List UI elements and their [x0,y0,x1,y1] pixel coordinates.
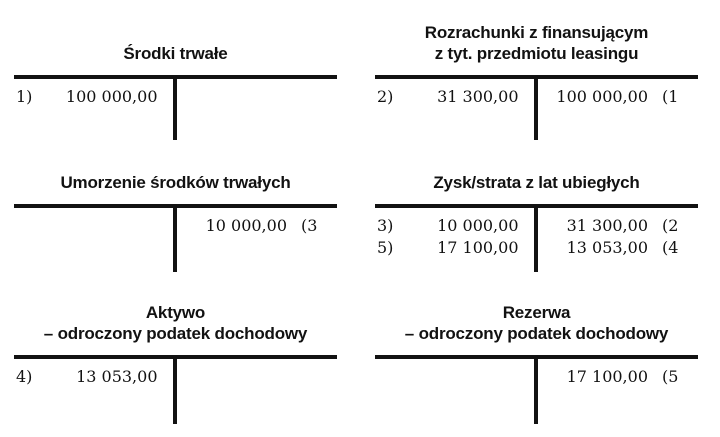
t-account-top-rule [14,355,337,359]
entry-ref: 3) [377,216,394,235]
account-title: Umorzenie środków trwałych [14,158,337,204]
ledger-entry: 5) 17 100,00 [375,237,537,259]
entry-amount: 31 300,00 [566,216,648,235]
t-account-zysk-strata-z-lat-ubieglych: Zysk/strata z lat ubiegłych 3) 10 000,00… [375,158,698,272]
entry-amount: 10 000,00 [437,216,519,235]
ledger-entry: 4) 13 053,00 [14,366,176,388]
entry-amount: 13 053,00 [566,238,648,257]
credit-column [176,359,338,424]
account-title-line: Środki trwałe [123,44,228,63]
entry-ref: 1) [16,87,33,106]
ledger-entry: 3) 10 000,00 [375,215,537,237]
debit-column: 1) 100 000,00 [14,79,176,140]
t-account-divider [534,208,538,272]
account-title-line: Aktywo [145,303,206,322]
entry-ref: (3 [301,216,318,235]
ledger-entry: 31 300,00 (2 [537,215,699,237]
account-title-line: – odroczony podatek dochodowy [43,324,308,343]
entry-ref: (1 [662,87,679,106]
t-account-rozrachunki-z-finansujacym: Rozrachunki z finansującym z tyt. przedm… [375,8,698,140]
t-account-srodki-trwale: Środki trwałe 1) 100 000,00 [14,8,337,140]
entry-amount: 31 300,00 [437,87,519,106]
t-account-top-rule [375,75,698,79]
entry-ref: (4 [662,238,679,257]
account-title: Zysk/strata z lat ubiegłych [375,158,698,204]
account-title-line: Rezerwa [502,303,571,322]
credit-column: 31 300,00 (2 13 053,00 (4 [537,208,699,272]
credit-column: 17 100,00 (5 [537,359,699,424]
entry-amount: 100 000,00 [65,87,158,106]
t-account-divider [534,359,538,424]
ledger-entry: 17 100,00 (5 [537,366,699,388]
entry-ref: 4) [16,367,33,386]
account-title: Aktywo – odroczony podatek dochodowy [14,288,337,355]
debit-column [14,208,176,272]
t-account-top-rule [14,204,337,208]
t-account-aktywo-odroczony-podatek: Aktywo – odroczony podatek dochodowy 4) … [14,288,337,424]
entry-amount: 13 053,00 [76,367,158,386]
t-account-umorzenie-srodkow-trwalych: Umorzenie środków trwałych 10 000,00 (3 [14,158,337,272]
credit-column: 100 000,00 (1 [537,79,699,140]
account-title: Środki trwałe [14,8,337,75]
debit-column: 4) 13 053,00 [14,359,176,424]
account-title-line: – odroczony podatek dochodowy [404,324,669,343]
ledger-entry: 100 000,00 (1 [537,86,699,108]
account-title: Rezerwa – odroczony podatek dochodowy [375,288,698,355]
debit-column: 2) 31 300,00 [375,79,537,140]
entry-amount: 17 100,00 [566,367,648,386]
ledger-entry: 13 053,00 (4 [537,237,699,259]
t-account-rezerwa-odroczony-podatek: Rezerwa – odroczony podatek dochodowy 17… [375,288,698,424]
t-account-divider [173,359,177,424]
ledger-entry: 1) 100 000,00 [14,86,176,108]
credit-column: 10 000,00 (3 [176,208,338,272]
credit-column [176,79,338,140]
account-title: Rozrachunki z finansującym z tyt. przedm… [375,8,698,75]
t-account-top-rule [375,355,698,359]
entry-ref: (5 [662,367,679,386]
ledger-entry: 2) 31 300,00 [375,86,537,108]
t-account-divider [534,79,538,140]
entry-amount: 100 000,00 [556,87,648,106]
account-title-line: Zysk/strata z lat ubiegłych [433,173,640,192]
entry-ref: (2 [662,216,679,235]
account-title-line: z tyt. przedmiotu leasingu [434,44,639,63]
t-account-divider [173,208,177,272]
entry-ref: 2) [377,87,394,106]
t-account-top-rule [14,75,337,79]
debit-column: 3) 10 000,00 5) 17 100,00 [375,208,537,272]
account-title-line: Rozrachunki z finansującym [424,23,649,42]
account-title-line: Umorzenie środków trwałych [60,173,291,192]
t-account-divider [173,79,177,140]
debit-column [375,359,537,424]
t-account-top-rule [375,204,698,208]
entry-ref: 5) [377,238,394,257]
ledger-entry: 10 000,00 (3 [176,215,338,237]
entry-amount: 10 000,00 [205,216,287,235]
entry-amount: 17 100,00 [437,238,519,257]
